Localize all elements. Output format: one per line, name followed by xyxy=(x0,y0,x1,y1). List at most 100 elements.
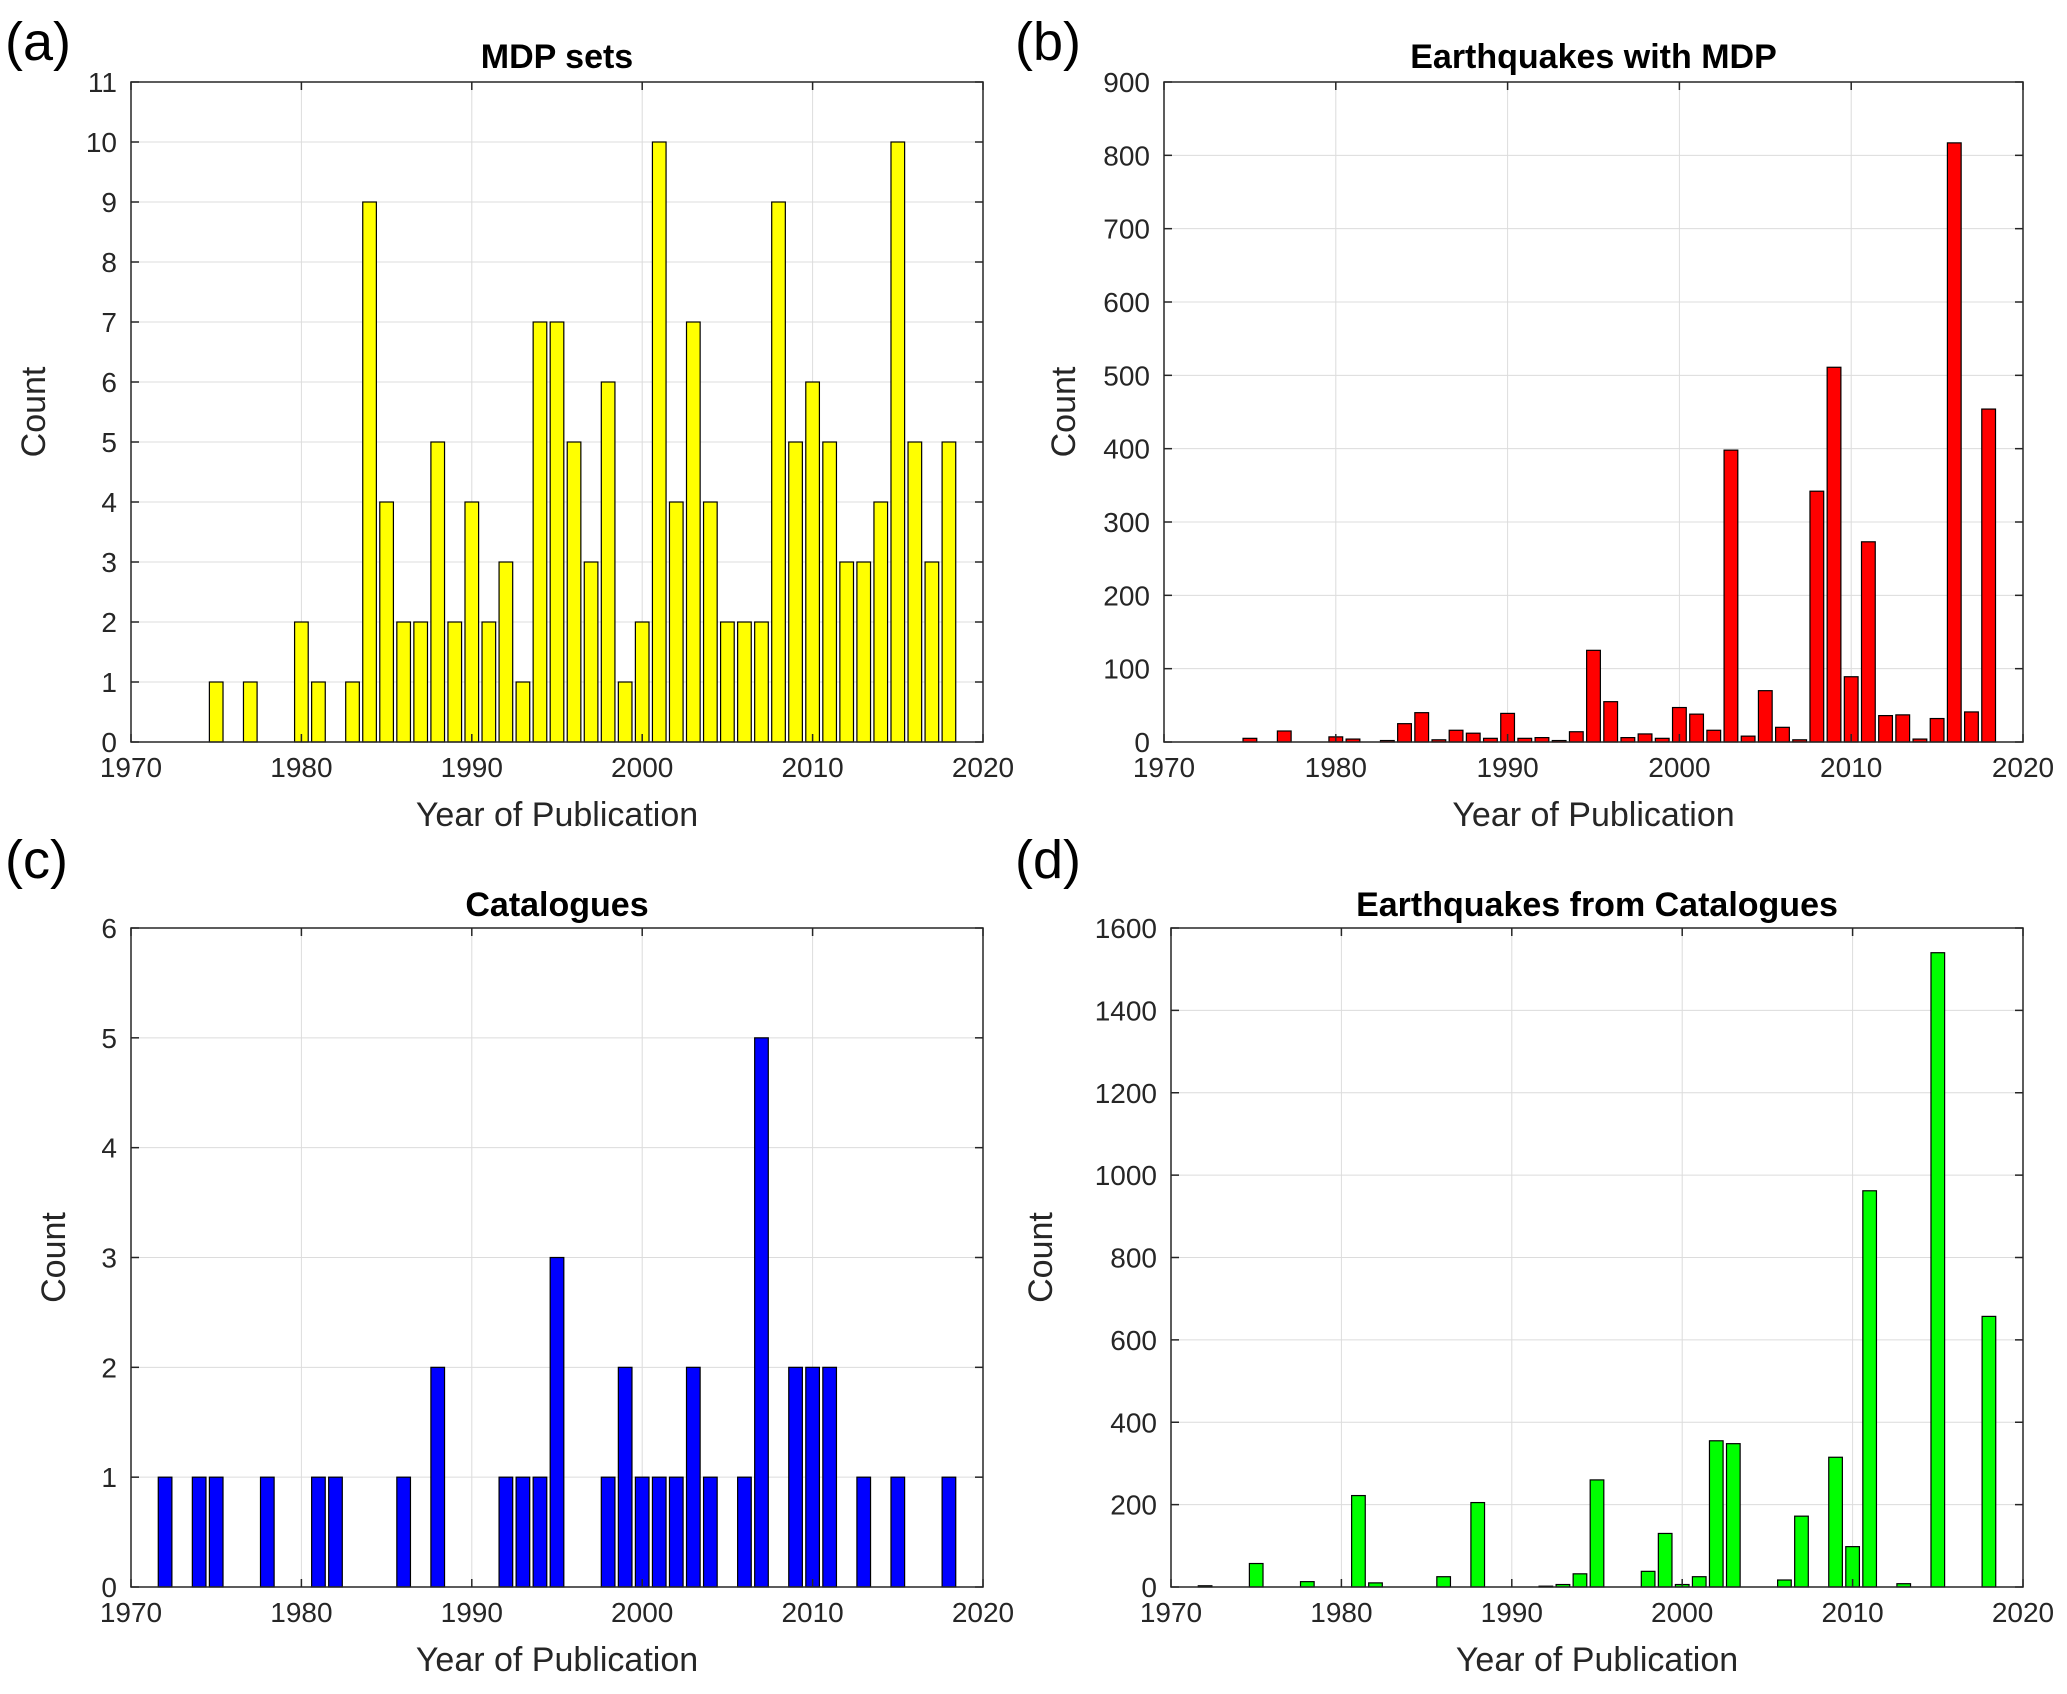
bar-2011 xyxy=(822,1366,838,1588)
bar-2000 xyxy=(634,621,650,743)
bar-2016 xyxy=(1946,142,1962,743)
y-tick-label: 0 xyxy=(101,727,117,758)
bar-1986 xyxy=(396,621,412,743)
y-tick-label: 1 xyxy=(101,1462,117,1493)
bar-1998 xyxy=(600,1476,616,1588)
bar-1972 xyxy=(157,1476,173,1588)
y-axis-label: Count xyxy=(1045,366,1083,457)
bar-1985 xyxy=(1414,712,1430,743)
bar-1991 xyxy=(481,621,497,743)
y-tick-label: 400 xyxy=(1103,434,1150,465)
bar-1987 xyxy=(413,621,429,743)
y-axis-label: Count xyxy=(15,366,53,457)
bar-1978 xyxy=(1299,1581,1315,1588)
bar-2009 xyxy=(788,1366,803,1588)
x-axis-label: Year of Publication xyxy=(416,1641,698,1679)
bar-2007 xyxy=(754,621,769,743)
bar-2015 xyxy=(890,141,906,743)
chart-title: Catalogues xyxy=(465,886,648,924)
bar-1990 xyxy=(464,501,480,743)
bar-1994 xyxy=(532,321,548,743)
y-tick-label: 1000 xyxy=(1095,1160,1157,1191)
bar-2006 xyxy=(1775,726,1790,743)
y-tick-label: 1400 xyxy=(1095,995,1157,1026)
bar-2011 xyxy=(1862,1190,1878,1588)
bar-1998 xyxy=(1637,733,1653,743)
bar-2015 xyxy=(1929,717,1945,743)
bar-1996 xyxy=(566,441,582,743)
y-tick-label: 2 xyxy=(101,1352,117,1383)
panel-label: (b) xyxy=(1015,12,1081,72)
bar-2011 xyxy=(822,441,838,743)
bar-2003 xyxy=(1725,1443,1741,1588)
bar-2013 xyxy=(1895,714,1911,743)
bar-2002 xyxy=(1708,1440,1724,1588)
y-tick-label: 11 xyxy=(88,67,117,98)
bar-1981 xyxy=(311,681,326,743)
bar-2006 xyxy=(1777,1579,1792,1588)
panel-a: 1970 1980 1990 2000 2010 2020 0 1 2 3 4 5 6 7 8 9 10 11 MD… xyxy=(5,12,1014,834)
bar-1999 xyxy=(617,1366,633,1588)
x-tick-label: 1970 xyxy=(1133,752,1195,783)
x-tick-label: 2020 xyxy=(1992,1597,2054,1628)
chart-title: Earthquakes from Catalogues xyxy=(1356,886,1838,924)
bar-1975 xyxy=(208,681,224,743)
x-tick-label: 1970 xyxy=(100,1597,162,1628)
x-tick-label: 2020 xyxy=(952,1597,1014,1628)
y-axis-label: Count xyxy=(1022,1212,1060,1303)
y-tick-label: 800 xyxy=(1110,1243,1157,1274)
bar-1994 xyxy=(1572,1573,1588,1588)
bar-1981 xyxy=(1351,1494,1366,1588)
x-tick-label: 1980 xyxy=(270,752,332,783)
y-tick-label: 200 xyxy=(1110,1490,1157,1521)
bar-2017 xyxy=(1963,711,1979,743)
bar-2009 xyxy=(788,441,803,743)
bar-1995 xyxy=(1586,649,1601,743)
bar-2013 xyxy=(856,561,872,743)
x-tick-label: 2000 xyxy=(1648,752,1710,783)
bar-1995 xyxy=(549,321,565,743)
bar-1992 xyxy=(498,1476,514,1588)
x-tick-label: 1970 xyxy=(100,752,162,783)
x-tick-label: 2010 xyxy=(781,1597,843,1628)
panel-b: 1970 1980 1990 2000 2010 2020 0 100 200 300 400 500… xyxy=(1015,12,2054,834)
x-tick-label: 1990 xyxy=(441,752,503,783)
bar-1988 xyxy=(430,441,446,743)
bar-1992 xyxy=(498,561,514,743)
bar-2009 xyxy=(1826,366,1842,743)
y-tick-label: 4 xyxy=(101,1133,117,1164)
bar-1995 xyxy=(549,1256,565,1588)
y-tick-label: 300 xyxy=(1103,507,1150,538)
y-tick-label: 6 xyxy=(101,913,117,944)
bar-1977 xyxy=(1276,730,1292,743)
y-tick-label: 600 xyxy=(1103,287,1150,318)
panel-label: (d) xyxy=(1015,830,1081,890)
bar-2002 xyxy=(668,1476,684,1588)
x-tick-label: 1990 xyxy=(1481,1597,1543,1628)
y-tick-label: 8 xyxy=(101,247,117,278)
x-tick-label: 1980 xyxy=(1305,752,1367,783)
bar-2018 xyxy=(1981,408,1997,743)
bar-2018 xyxy=(1981,1315,1997,1588)
bar-1974 xyxy=(191,1476,207,1588)
bar-2017 xyxy=(924,561,940,743)
y-tick-label: 500 xyxy=(1103,360,1150,391)
y-tick-label: 700 xyxy=(1103,214,1150,245)
bar-1986 xyxy=(396,1476,412,1588)
x-tick-label: 2000 xyxy=(611,752,673,783)
bar-1988 xyxy=(1470,1501,1486,1588)
bar-2015 xyxy=(1930,952,1946,1588)
y-tick-label: 5 xyxy=(101,1023,117,1054)
bar-1980 xyxy=(293,621,309,743)
bar-1975 xyxy=(208,1476,224,1588)
bar-2010 xyxy=(805,381,821,743)
bar-2006 xyxy=(737,621,752,743)
bar-1996 xyxy=(1603,701,1619,743)
y-tick-label: 1600 xyxy=(1095,913,1157,944)
bar-1975 xyxy=(1248,1562,1264,1588)
bar-2006 xyxy=(737,1476,752,1588)
panel-c: 1970 1980 1990 2000 2010 2020 0 1 2 3 4 5 6 Catalogue… xyxy=(5,830,1014,1679)
y-tick-label: 400 xyxy=(1110,1407,1157,1438)
y-tick-label: 600 xyxy=(1110,1325,1157,1356)
bar-1999 xyxy=(1657,1532,1673,1588)
